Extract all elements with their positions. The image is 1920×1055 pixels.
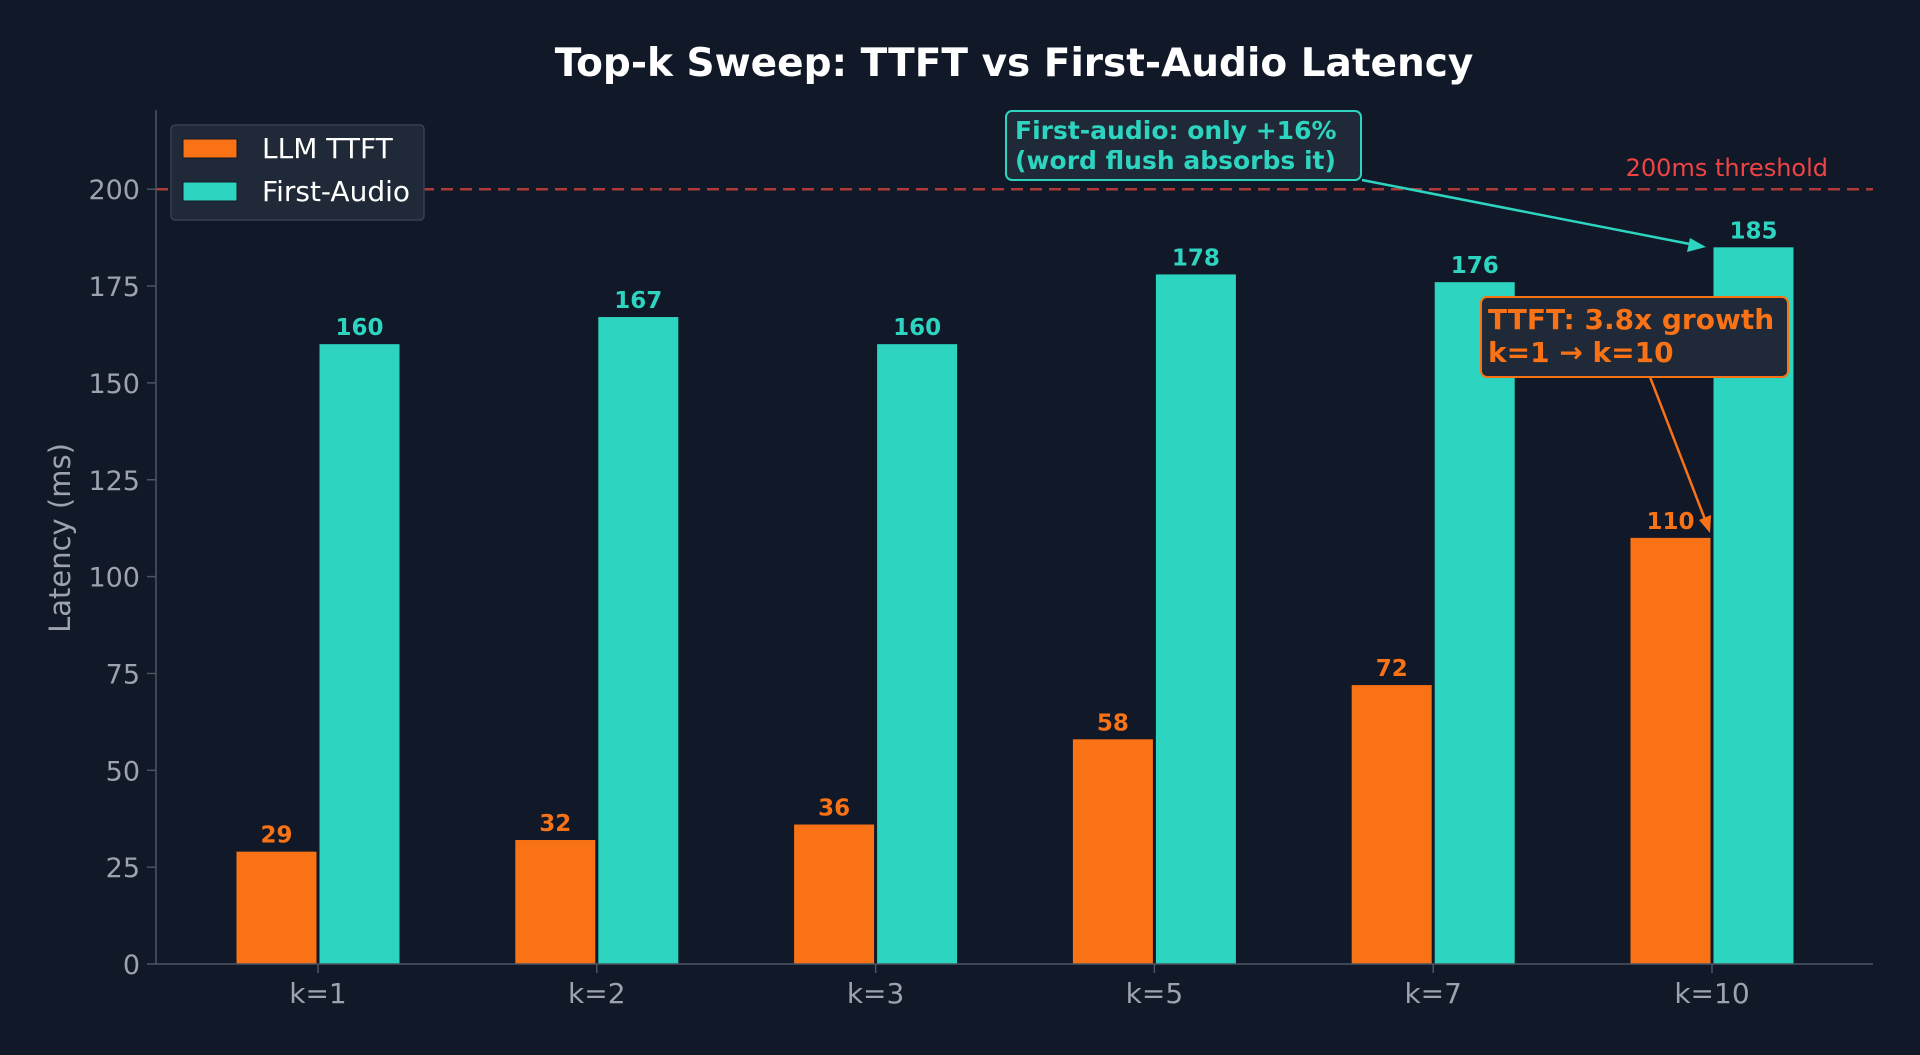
ttft-annotation-box xyxy=(1480,296,1789,378)
y-tick-label: 75 xyxy=(106,659,140,690)
first-audio-value-label: 185 xyxy=(1729,218,1777,244)
llm-ttft-value-label: 72 xyxy=(1376,656,1408,682)
first-audio-bar xyxy=(1155,274,1236,965)
first-audio-annotation-line-2: (word flush absorbs it) xyxy=(1015,146,1336,175)
first-audio-value-label: 178 xyxy=(1172,245,1220,271)
y-tick-label: 50 xyxy=(106,756,140,787)
y-tick-label: 100 xyxy=(88,563,140,594)
first-audio-annotation: First-audio: only +16% (word flush absor… xyxy=(1005,110,1706,252)
llm-ttft-bar xyxy=(236,851,317,964)
x-tick-label: k=2 xyxy=(568,977,626,1010)
llm-ttft-value-label: 110 xyxy=(1646,509,1694,535)
y-tick-label: 200 xyxy=(88,175,140,206)
llm-ttft-bar xyxy=(1630,537,1711,964)
legend: LLM TTFT First-Audio xyxy=(170,124,425,221)
x-axis-ticks: k=1 k=2 k=3 k=5 k=7 k=10 xyxy=(289,964,1750,1010)
y-axis-ticks: 0 25 50 75 100 125 150 175 200 xyxy=(88,175,156,981)
llm-ttft-bar xyxy=(515,840,596,964)
ttft-annotation-line-1: TTFT: 3.8x growth xyxy=(1488,303,1774,336)
first-audio-annotation-arrowhead xyxy=(1687,238,1706,252)
llm-ttft-value-label: 58 xyxy=(1097,710,1129,736)
y-tick-label: 150 xyxy=(88,369,140,400)
llm-ttft-value-label: 32 xyxy=(539,811,571,837)
first-audio-bar xyxy=(598,317,679,964)
llm-ttft-bar xyxy=(794,824,875,964)
y-tick-label: 125 xyxy=(88,466,140,497)
x-tick-label: k=1 xyxy=(289,977,347,1010)
ttft-annotation: TTFT: 3.8x growth k=1 → k=10 xyxy=(1480,296,1789,533)
y-tick-label: 175 xyxy=(88,272,140,303)
first-audio-value-label: 167 xyxy=(614,288,662,314)
y-tick-label: 0 xyxy=(123,950,140,981)
llm-ttft-value-label: 36 xyxy=(818,796,850,822)
first-audio-bar xyxy=(319,344,400,964)
first-audio-bar xyxy=(1434,282,1515,964)
threshold-label: 200ms threshold xyxy=(1626,154,1828,182)
llm-ttft-value-label: 29 xyxy=(260,823,292,849)
legend-label-first-audio: First-Audio xyxy=(262,175,410,208)
ttft-annotation-line-2: k=1 → k=10 xyxy=(1488,336,1674,369)
first-audio-annotation-line-1: First-audio: only +16% xyxy=(1015,116,1337,145)
first-audio-bar xyxy=(877,344,958,964)
first-audio-value-label: 176 xyxy=(1451,253,1499,279)
llm-ttft-bar xyxy=(1072,739,1153,964)
y-axis-label: Latency (ms) xyxy=(43,443,77,633)
first-audio-value-label: 160 xyxy=(893,315,941,341)
first-audio-value-label: 160 xyxy=(335,315,383,341)
legend-label-llm-ttft: LLM TTFT xyxy=(262,132,394,165)
llm-ttft-bar xyxy=(1351,685,1432,964)
ttft-annotation-arrow xyxy=(1648,376,1708,523)
x-tick-label: k=7 xyxy=(1404,977,1462,1010)
threshold-line: 200ms threshold xyxy=(156,154,1873,191)
bar-value-labels: 29 160 32 167 36 160 58 178 72 176 110 185 xyxy=(260,218,1777,848)
first-audio-annotation-box xyxy=(1005,110,1362,181)
y-tick-label: 25 xyxy=(106,853,140,884)
legend-swatch-llm-ttft xyxy=(182,138,238,159)
ttft-annotation-arrowhead xyxy=(1699,515,1711,533)
x-tick-label: k=10 xyxy=(1674,977,1749,1010)
x-tick-label: k=5 xyxy=(1126,977,1184,1010)
legend-swatch-first-audio xyxy=(182,181,238,202)
chart-title: Top-k Sweep: TTFT vs First-Audio Latency xyxy=(555,41,1474,86)
x-tick-label: k=3 xyxy=(847,977,905,1010)
first-audio-annotation-arrow xyxy=(1361,178,1701,248)
